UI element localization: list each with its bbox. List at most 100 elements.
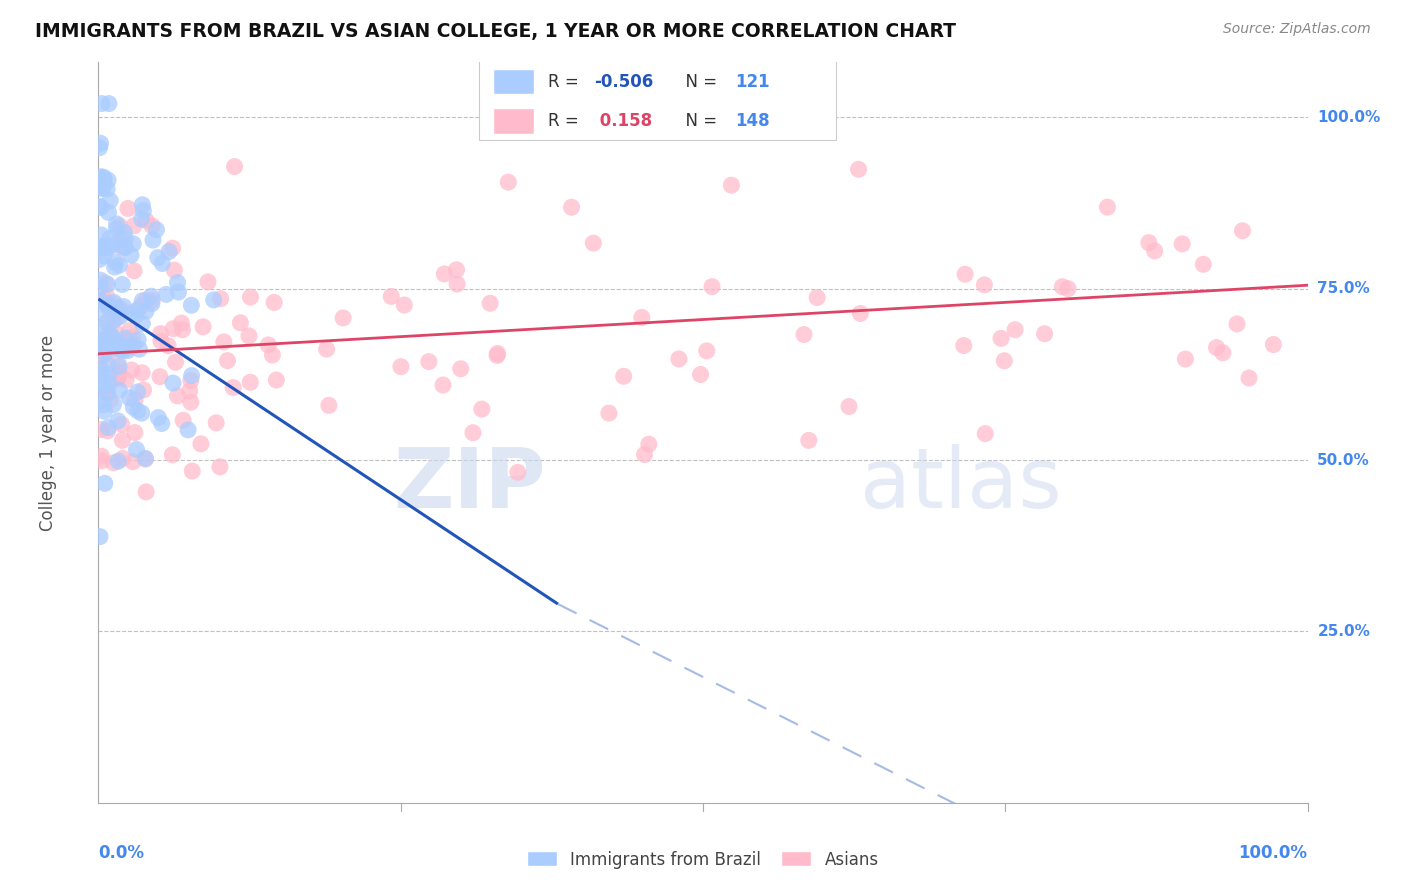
Point <box>239 290 262 304</box>
Text: R =: R = <box>548 73 585 91</box>
Point <box>112 225 135 239</box>
Point <box>433 267 456 281</box>
Point <box>121 363 143 377</box>
Point <box>90 96 112 111</box>
Point <box>848 162 870 177</box>
Point <box>720 178 742 193</box>
Point <box>108 366 131 380</box>
Point <box>797 434 820 448</box>
Point <box>150 256 173 270</box>
Point <box>98 231 121 245</box>
Point <box>107 369 129 384</box>
Point <box>108 219 131 233</box>
Point <box>125 442 148 457</box>
Point <box>120 339 142 353</box>
Point <box>89 273 111 287</box>
Point <box>101 238 124 252</box>
Point <box>1232 224 1254 238</box>
Point <box>122 236 145 251</box>
Point <box>90 136 112 151</box>
Point <box>630 310 652 325</box>
Point <box>432 378 454 392</box>
Point <box>122 264 145 278</box>
Point <box>132 383 155 397</box>
Point <box>120 248 142 262</box>
Point <box>94 343 117 357</box>
Point <box>696 343 718 358</box>
Point <box>90 201 112 215</box>
Point <box>128 342 150 356</box>
Point <box>93 292 115 306</box>
Point <box>107 371 129 385</box>
Point <box>637 437 659 451</box>
Point <box>122 219 145 233</box>
Point <box>122 338 145 352</box>
Point <box>100 300 122 314</box>
Point <box>93 377 115 392</box>
Point <box>149 334 172 348</box>
Point <box>157 339 180 353</box>
Point <box>107 454 129 468</box>
Point <box>1143 244 1166 258</box>
Text: atlas: atlas <box>860 444 1062 525</box>
Point <box>127 302 149 317</box>
Point <box>115 373 138 387</box>
Point <box>122 455 145 469</box>
Point <box>613 369 636 384</box>
Point <box>162 448 184 462</box>
Point <box>973 277 995 292</box>
Point <box>112 300 135 314</box>
Point <box>96 182 118 196</box>
Point <box>93 379 115 393</box>
Point <box>117 343 139 358</box>
Point <box>806 291 828 305</box>
Point <box>93 404 115 418</box>
Point <box>97 300 120 314</box>
Point <box>318 398 340 412</box>
Point <box>134 452 156 467</box>
Point <box>91 239 114 253</box>
Point <box>124 392 146 407</box>
Point <box>172 413 194 427</box>
Point <box>112 240 135 254</box>
Point <box>111 340 134 354</box>
Point <box>163 263 186 277</box>
Text: 75.0%: 75.0% <box>1317 281 1369 296</box>
Point <box>90 169 112 184</box>
Point <box>89 394 111 409</box>
Point <box>209 292 232 306</box>
Point <box>114 334 136 348</box>
Point <box>105 334 128 349</box>
Point <box>131 293 153 308</box>
Point <box>141 293 163 308</box>
Point <box>170 316 193 330</box>
Point <box>114 331 136 345</box>
Point <box>141 296 163 310</box>
Point <box>165 355 187 369</box>
Point <box>89 199 111 213</box>
Point <box>166 389 188 403</box>
Point <box>89 293 111 308</box>
Point <box>110 232 132 246</box>
Point <box>315 342 337 356</box>
Point <box>838 400 860 414</box>
Point <box>94 240 117 254</box>
Point <box>486 346 509 360</box>
Point <box>108 359 131 374</box>
Point <box>1205 341 1227 355</box>
Point <box>131 366 153 380</box>
Point <box>486 348 509 362</box>
Point <box>108 258 131 272</box>
Point <box>131 406 153 420</box>
Point <box>98 393 121 408</box>
Point <box>479 296 502 310</box>
Point <box>91 321 114 335</box>
Point <box>111 417 134 432</box>
Point <box>1004 323 1026 337</box>
Point <box>111 341 134 355</box>
Text: 121: 121 <box>735 73 770 91</box>
Point <box>166 276 188 290</box>
Point <box>90 338 112 352</box>
Point <box>224 160 246 174</box>
Point <box>849 306 872 320</box>
